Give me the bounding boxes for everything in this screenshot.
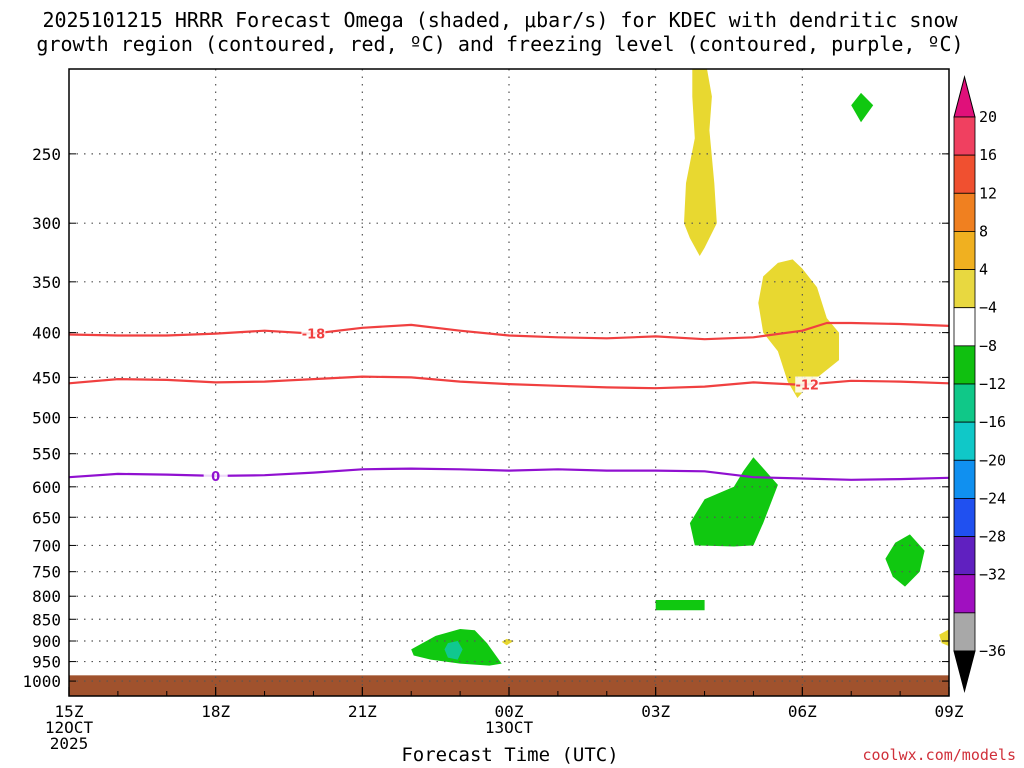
omega-shaded-regions [411, 69, 949, 666]
grid-lines [69, 69, 949, 696]
colorbar-swatch [953, 421, 976, 461]
colorbar-swatch [953, 383, 976, 423]
colorbar-swatch [953, 345, 976, 385]
colorbar-label: −28 [979, 528, 1006, 546]
y-tick-label-500: 500 [32, 408, 61, 427]
colorbar-label: 8 [979, 222, 988, 240]
colorbar-swatch [953, 459, 976, 499]
x-tick-label: 18Z [201, 702, 230, 721]
y-tick-label-950: 950 [32, 653, 61, 672]
x-tick-label: 12OCT [45, 718, 94, 737]
x-axis-label: Forecast Time (UTC) [401, 744, 619, 766]
title-line-2: growth region (contoured, red, ºC) and f… [36, 32, 964, 56]
site-credit: coolwx.com/models [862, 746, 1016, 764]
omega-region-3 [689, 457, 778, 547]
colorbar-swatch [953, 307, 976, 347]
omega-region-7 [444, 641, 463, 660]
contour-label-bg [203, 467, 228, 484]
y-tick-label-1000: 1000 [22, 672, 61, 691]
y-tick-label-900: 900 [32, 632, 61, 651]
colorbar-swatch [953, 116, 976, 156]
contour-label-0: 0 [211, 470, 220, 485]
omega-region-0 [684, 69, 717, 256]
omega-region-1 [758, 259, 839, 398]
omega-region-5 [655, 600, 705, 611]
omega-region-8 [501, 638, 514, 646]
colorbar-label: −8 [979, 337, 997, 355]
colorbar-label: −16 [979, 413, 1006, 431]
colorbar-label: 4 [979, 261, 988, 279]
colorbar-label: −12 [979, 375, 1006, 393]
x-tick-label: 03Z [641, 702, 670, 721]
colorbar-label: −24 [979, 489, 1006, 507]
title-line-1: 2025101215 HRRR Forecast Omega (shaded, … [42, 8, 958, 32]
x-tick-label: 13OCT [485, 718, 534, 737]
contour-lines: -18 -12 0 [68, 321, 950, 485]
y-tick-label-450: 450 [32, 368, 61, 387]
y-tick-label-800: 800 [32, 587, 61, 606]
y-tick-label-250: 250 [32, 145, 61, 164]
x-tick-label: 09Z [935, 702, 964, 721]
colorbar-swatch [953, 192, 976, 232]
colorbar-label: 12 [979, 184, 997, 202]
colorbar-bottom-arrow [953, 650, 976, 693]
omega-region-4 [885, 534, 925, 587]
y-tick-label-650: 650 [32, 508, 61, 527]
colorbar-top-arrow [953, 75, 976, 118]
contour-label--18: -18 [302, 328, 326, 343]
contour-label-bg [301, 325, 326, 342]
chart-title: 2025101215 HRRR Forecast Omega (shaded, … [0, 8, 1000, 56]
y-tick-label-350: 350 [32, 273, 61, 292]
contour-label-bg [795, 376, 820, 393]
colorbar-label: −4 [979, 299, 997, 317]
colorbar-swatch [953, 269, 976, 309]
colorbar: 20 16 12 8 4 −4 −8 −12 −16 −20 −24 −28 −32 −36 [953, 75, 1006, 693]
y-tick-label-550: 550 [32, 445, 61, 464]
colorbar-swatch [953, 231, 976, 270]
y-tick-label-400: 400 [32, 324, 61, 343]
x-tick-label: 15Z [55, 702, 84, 721]
colorbar-label: −36 [979, 642, 1006, 660]
y-tick-label-300: 300 [32, 214, 61, 233]
colorbar-label: −20 [979, 451, 1006, 469]
y-tick-label-850: 850 [32, 610, 61, 629]
colorbar-label: 16 [979, 146, 997, 164]
omega-region-9 [939, 629, 949, 647]
colorbar-swatch [953, 154, 976, 194]
colorbar-label: 20 [979, 108, 997, 126]
contour-label--12: -12 [795, 379, 819, 394]
colorbar-swatch [953, 498, 976, 537]
y-tick-label-750: 750 [32, 563, 61, 582]
colorbar-swatch [953, 536, 976, 576]
colorbar-label: −32 [979, 566, 1006, 584]
x-tick-label: 06Z [788, 702, 817, 721]
x-tick-label: 2025 [50, 734, 89, 753]
omega-region-2 [851, 92, 874, 123]
contour--18 [68, 321, 950, 341]
y-tick-label-600: 600 [32, 478, 61, 497]
colorbar-swatch [953, 612, 976, 652]
x-tick-label: 21Z [348, 702, 377, 721]
x-tick-label: 00Z [495, 702, 524, 721]
y-axis-ticks: 250 300 350 400 450 500 550 600 650 700 750 800 850 9… [22, 145, 949, 691]
colorbar-swatch [953, 574, 976, 614]
y-tick-label-700: 700 [32, 536, 61, 555]
